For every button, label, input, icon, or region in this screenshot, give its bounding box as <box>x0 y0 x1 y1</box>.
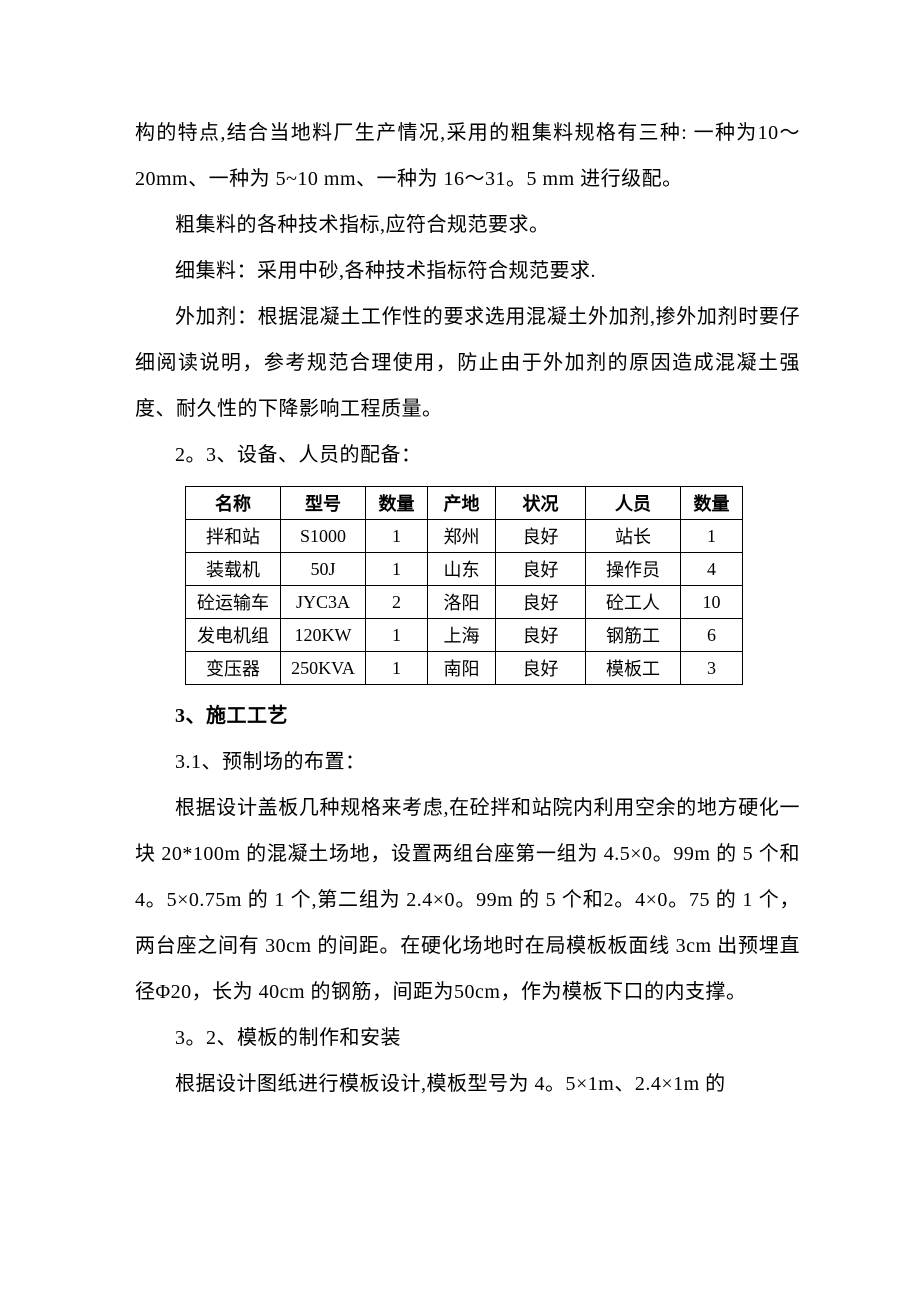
cell-name: 砼运输车 <box>186 586 281 619</box>
cell-person: 砼工人 <box>586 586 681 619</box>
cell-name: 拌和站 <box>186 520 281 553</box>
table-row: 砼运输车 JYC3A 2 洛阳 良好 砼工人 10 <box>186 586 743 619</box>
cell-status: 良好 <box>496 619 586 652</box>
section-2-3-heading: 2。3、设备、人员的配备： <box>135 432 800 478</box>
cell-status: 良好 <box>496 586 586 619</box>
cell-status: 良好 <box>496 553 586 586</box>
table-header-row: 名称 型号 数量 产地 状况 人员 数量 <box>186 487 743 520</box>
cell-qty1: 2 <box>366 586 428 619</box>
equipment-personnel-table-container: 名称 型号 数量 产地 状况 人员 数量 拌和站 S1000 1 郑州 良好 站… <box>185 486 800 685</box>
cell-origin: 郑州 <box>428 520 496 553</box>
cell-name: 发电机组 <box>186 619 281 652</box>
section-3-heading: 3、施工工艺 <box>135 693 800 739</box>
paragraph-fine-aggregate: 细集料：采用中砂,各种技术指标符合规范要求. <box>135 248 800 294</box>
section-3-1-heading: 3.1、预制场的布置： <box>135 739 800 785</box>
table-row: 发电机组 120KW 1 上海 良好 钢筋工 6 <box>186 619 743 652</box>
cell-model: 250KVA <box>281 652 366 685</box>
paragraph-aggregate-specs: 构的特点,结合当地料厂生产情况,采用的粗集料规格有三种: 一种为10～20mm、… <box>135 110 800 202</box>
header-origin: 产地 <box>428 487 496 520</box>
cell-qty2: 10 <box>681 586 743 619</box>
table-row: 变压器 250KVA 1 南阳 良好 模板工 3 <box>186 652 743 685</box>
header-quantity-2: 数量 <box>681 487 743 520</box>
header-status: 状况 <box>496 487 586 520</box>
cell-person: 操作员 <box>586 553 681 586</box>
cell-qty2: 4 <box>681 553 743 586</box>
cell-qty1: 1 <box>366 520 428 553</box>
cell-origin: 洛阳 <box>428 586 496 619</box>
cell-qty1: 1 <box>366 619 428 652</box>
cell-qty1: 1 <box>366 553 428 586</box>
header-quantity-1: 数量 <box>366 487 428 520</box>
cell-status: 良好 <box>496 520 586 553</box>
cell-qty2: 1 <box>681 520 743 553</box>
cell-name: 装载机 <box>186 553 281 586</box>
cell-name: 变压器 <box>186 652 281 685</box>
equipment-personnel-table: 名称 型号 数量 产地 状况 人员 数量 拌和站 S1000 1 郑州 良好 站… <box>185 486 743 685</box>
cell-person: 模板工 <box>586 652 681 685</box>
cell-qty2: 3 <box>681 652 743 685</box>
cell-origin: 南阳 <box>428 652 496 685</box>
paragraph-precast-yard: 根据设计盖板几种规格来考虑,在砼拌和站院内利用空余的地方硬化一块 20*100m… <box>135 785 800 1015</box>
cell-qty2: 6 <box>681 619 743 652</box>
cell-qty1: 1 <box>366 652 428 685</box>
paragraph-formwork: 根据设计图纸进行模板设计,模板型号为 4。5×1m、2.4×1m 的 <box>135 1061 800 1107</box>
cell-person: 钢筋工 <box>586 619 681 652</box>
cell-origin: 上海 <box>428 619 496 652</box>
table-row: 装载机 50J 1 山东 良好 操作员 4 <box>186 553 743 586</box>
paragraph-coarse-aggregate: 粗集料的各种技术指标,应符合规范要求。 <box>135 202 800 248</box>
cell-model: S1000 <box>281 520 366 553</box>
section-3-2-heading: 3。2、模板的制作和安装 <box>135 1015 800 1061</box>
paragraph-admixture: 外加剂：根据混凝土工作性的要求选用混凝土外加剂,掺外加剂时要仔细阅读说明，参考规… <box>135 294 800 432</box>
header-personnel: 人员 <box>586 487 681 520</box>
cell-model: 50J <box>281 553 366 586</box>
cell-status: 良好 <box>496 652 586 685</box>
cell-model: JYC3A <box>281 586 366 619</box>
cell-origin: 山东 <box>428 553 496 586</box>
table-row: 拌和站 S1000 1 郑州 良好 站长 1 <box>186 520 743 553</box>
header-model: 型号 <box>281 487 366 520</box>
header-name: 名称 <box>186 487 281 520</box>
cell-model: 120KW <box>281 619 366 652</box>
cell-person: 站长 <box>586 520 681 553</box>
